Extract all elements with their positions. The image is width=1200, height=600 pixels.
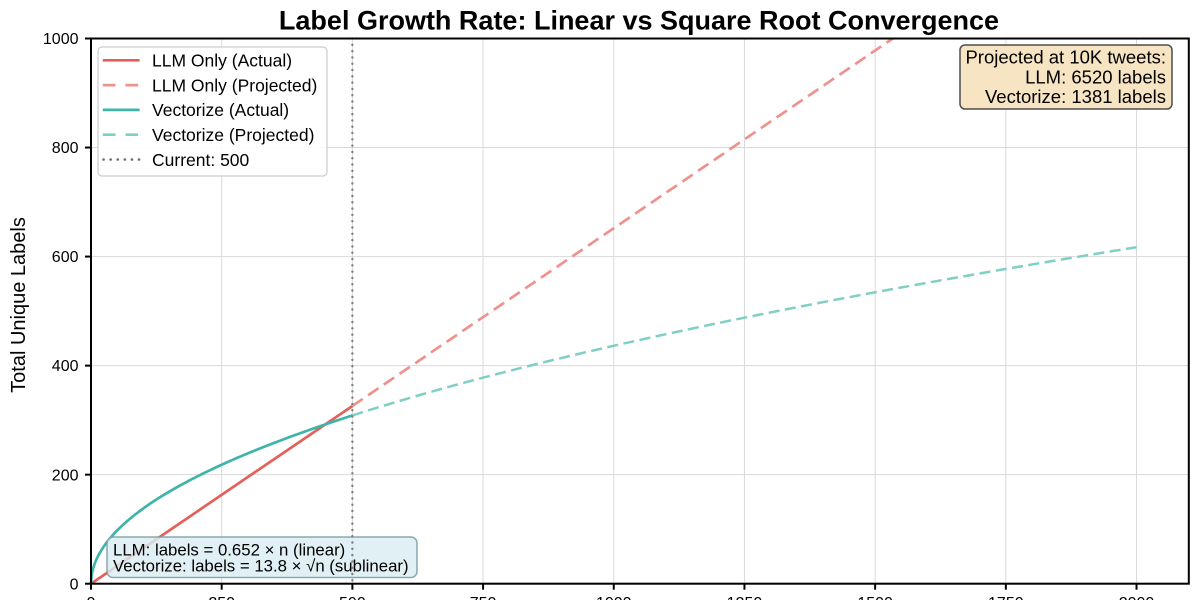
svg-text:Current: 500: Current: 500	[152, 150, 250, 170]
svg-text:LLM: 6520 labels: LLM: 6520 labels	[1025, 67, 1166, 88]
svg-text:0: 0	[70, 576, 79, 593]
svg-text:2000: 2000	[1119, 595, 1155, 600]
svg-text:Total Unique Labels: Total Unique Labels	[8, 217, 30, 393]
svg-text:LLM Only (Actual): LLM Only (Actual)	[152, 51, 292, 71]
svg-text:1000: 1000	[43, 31, 79, 48]
svg-text:LLM: labels = 0.652 × n (linea: LLM: labels = 0.652 × n (linear)	[113, 541, 345, 560]
svg-text:1000: 1000	[596, 595, 632, 600]
svg-text:600: 600	[52, 249, 79, 266]
svg-text:1250: 1250	[727, 595, 763, 600]
svg-text:Vectorize: labels = 13.8 × √n: Vectorize: labels = 13.8 × √n (sublinear…	[113, 557, 409, 576]
svg-text:400: 400	[52, 358, 79, 375]
svg-text:Vectorize (Projected): Vectorize (Projected)	[152, 125, 314, 145]
svg-text:Vectorize (Actual): Vectorize (Actual)	[152, 100, 289, 120]
svg-text:1750: 1750	[988, 595, 1024, 600]
svg-text:0: 0	[87, 595, 96, 600]
svg-text:Vectorize: 1381 labels: Vectorize: 1381 labels	[985, 86, 1166, 107]
svg-text:Label Growth Rate: Linear vs S: Label Growth Rate: Linear vs Square Root…	[279, 6, 999, 36]
svg-text:Projected at 10K tweets:: Projected at 10K tweets:	[965, 47, 1166, 68]
svg-text:LLM Only (Projected): LLM Only (Projected)	[152, 75, 317, 95]
svg-text:750: 750	[470, 595, 497, 600]
svg-text:250: 250	[208, 595, 235, 600]
svg-text:500: 500	[339, 595, 366, 600]
svg-text:800: 800	[52, 140, 79, 157]
svg-text:1500: 1500	[857, 595, 893, 600]
svg-text:200: 200	[52, 467, 79, 484]
